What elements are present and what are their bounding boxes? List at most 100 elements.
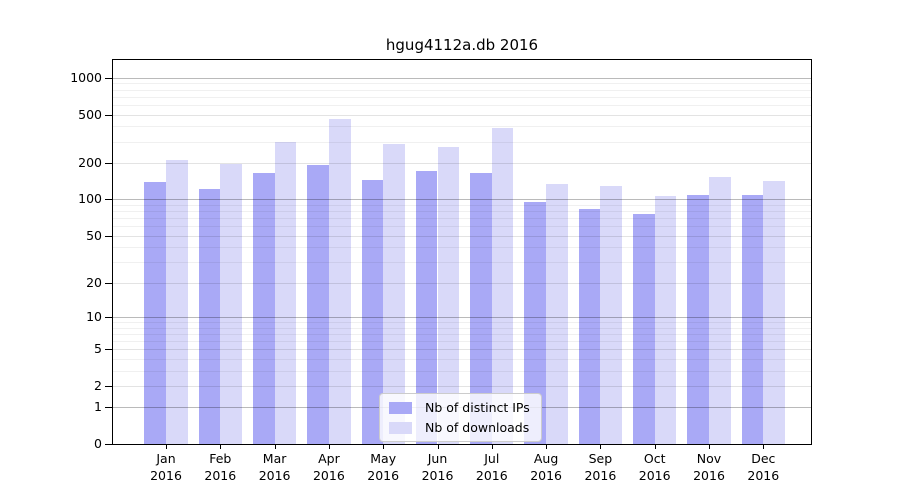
bar-downloads-nov bbox=[709, 176, 731, 444]
x-tick-label-jun: Jun 2016 bbox=[410, 450, 466, 484]
gridline-minor bbox=[113, 327, 811, 329]
x-tick-label-dec: Dec 2016 bbox=[735, 450, 791, 484]
x-tick-label-nov: Nov 2016 bbox=[681, 450, 737, 484]
x-tick-sep bbox=[600, 444, 602, 449]
x-tick-nov bbox=[709, 444, 710, 449]
x-tick-oct bbox=[654, 444, 656, 449]
gridline-minor bbox=[113, 261, 811, 263]
legend-item-downloads: Nb of downloads bbox=[389, 420, 530, 435]
chart-title: hgug4112a.db 2016 bbox=[385, 36, 539, 54]
gridline-minor bbox=[113, 83, 811, 85]
y-tick-100 bbox=[105, 199, 112, 201]
x-tick-year-apr: 2016 bbox=[312, 468, 345, 483]
plot-area bbox=[112, 59, 812, 445]
y-tick-label-2: 2 bbox=[94, 377, 102, 393]
x-tick-may bbox=[383, 444, 385, 449]
y-tick-label-20: 20 bbox=[86, 274, 102, 290]
x-tick-year-jan: 2016 bbox=[150, 468, 182, 483]
legend-label-distinct-ips: Nb of distinct IPs bbox=[425, 400, 530, 415]
x-tick-mar bbox=[274, 444, 276, 449]
x-tick-year-jul: 2016 bbox=[475, 468, 508, 483]
y-tick-label-50: 50 bbox=[86, 227, 102, 243]
x-tick-year-may: 2016 bbox=[367, 468, 400, 483]
legend-item-distinct-ips: Nb of distinct IPs bbox=[389, 400, 530, 415]
bar-distinct-ips-oct bbox=[633, 213, 655, 444]
bar-downloads-jun bbox=[437, 146, 460, 444]
gridline-minor bbox=[113, 89, 811, 91]
y-tick-200 bbox=[105, 162, 112, 164]
bar-downloads-oct bbox=[654, 195, 677, 444]
gridline-5 bbox=[113, 349, 811, 351]
y-tick-label-1000: 1000 bbox=[70, 69, 102, 85]
bar-downloads-may bbox=[383, 143, 405, 444]
x-tick-year-feb: 2016 bbox=[204, 468, 237, 483]
bar-distinct-ips-feb bbox=[198, 188, 221, 444]
bar-distinct-ips-jul bbox=[470, 173, 492, 444]
x-tick-year-jun: 2016 bbox=[421, 468, 454, 483]
y-tick-label-10: 10 bbox=[86, 308, 102, 324]
x-tick-aug bbox=[546, 444, 548, 449]
gridline-minor bbox=[113, 370, 811, 372]
y-tick-label-100: 100 bbox=[78, 191, 102, 207]
y-tick-label-1: 1 bbox=[94, 399, 102, 415]
legend-swatch-distinct-ips bbox=[389, 401, 412, 414]
gridline-minor bbox=[113, 126, 811, 128]
x-tick-label-aug: Aug 2016 bbox=[518, 450, 574, 484]
bar-downloads-dec bbox=[763, 180, 785, 444]
x-tick-label-may: May 2016 bbox=[355, 450, 411, 484]
gridline-minor bbox=[113, 226, 811, 228]
x-tick-year-sep: 2016 bbox=[584, 468, 617, 483]
y-tick-label-500: 500 bbox=[78, 106, 102, 122]
gridline-minor bbox=[113, 104, 811, 106]
x-tick-apr bbox=[328, 444, 330, 449]
y-tick-20 bbox=[105, 282, 112, 284]
bar-downloads-aug bbox=[546, 184, 568, 444]
x-tick-year-oct: 2016 bbox=[638, 468, 671, 483]
y-tick-2 bbox=[105, 385, 112, 387]
gridline-minor bbox=[113, 340, 811, 342]
bar-distinct-ips-dec bbox=[741, 195, 764, 444]
gridline-minor bbox=[113, 333, 811, 335]
bar-downloads-sep bbox=[600, 186, 623, 444]
y-tick-500 bbox=[105, 114, 112, 116]
x-tick-feb bbox=[220, 444, 222, 449]
gridline-minor bbox=[113, 218, 811, 220]
bar-distinct-ips-nov bbox=[687, 195, 709, 444]
x-tick-label-sep: Sep 2016 bbox=[572, 450, 628, 484]
x-tick-year-mar: 2016 bbox=[258, 468, 291, 483]
gridline-1000 bbox=[113, 77, 811, 79]
x-tick-label-jul: Jul 2016 bbox=[464, 450, 520, 484]
gridline-minor bbox=[113, 358, 811, 360]
gridline-2 bbox=[113, 385, 811, 387]
legend-swatch-downloads bbox=[389, 421, 412, 434]
y-tick-label-200: 200 bbox=[78, 154, 102, 170]
gridline-minor bbox=[113, 321, 811, 323]
x-tick-dec bbox=[763, 444, 765, 449]
gridline-500 bbox=[113, 114, 811, 116]
gridline-20 bbox=[113, 282, 811, 284]
gridline-minor bbox=[113, 204, 811, 206]
gridline-50 bbox=[113, 235, 811, 237]
y-tick-1000 bbox=[105, 77, 112, 79]
gridline-minor bbox=[113, 247, 811, 249]
y-tick-5 bbox=[105, 349, 112, 351]
x-tick-label-mar: Mar 2016 bbox=[247, 450, 303, 484]
y-tick-label-0: 0 bbox=[94, 436, 102, 451]
bar-downloads-mar bbox=[274, 141, 297, 444]
gridline-10 bbox=[113, 316, 811, 318]
gridline-minor bbox=[113, 96, 811, 98]
gridline-100 bbox=[113, 199, 811, 201]
x-tick-year-dec: 2016 bbox=[747, 468, 780, 483]
gridline-minor bbox=[113, 141, 811, 143]
gridline-200 bbox=[113, 162, 811, 164]
bar-downloads-feb bbox=[220, 163, 242, 444]
x-tick-year-aug: 2016 bbox=[530, 468, 562, 483]
bar-downloads-jan bbox=[166, 160, 188, 444]
legend: Nb of distinct IPs Nb of downloads bbox=[379, 393, 542, 442]
x-tick-label-apr: Apr 2016 bbox=[301, 450, 357, 484]
bar-distinct-ips-aug bbox=[524, 201, 547, 444]
y-tick-0 bbox=[105, 444, 112, 445]
bar-distinct-ips-mar bbox=[252, 173, 275, 444]
bar-downloads-jul bbox=[491, 127, 514, 444]
y-tick-10 bbox=[105, 316, 112, 318]
